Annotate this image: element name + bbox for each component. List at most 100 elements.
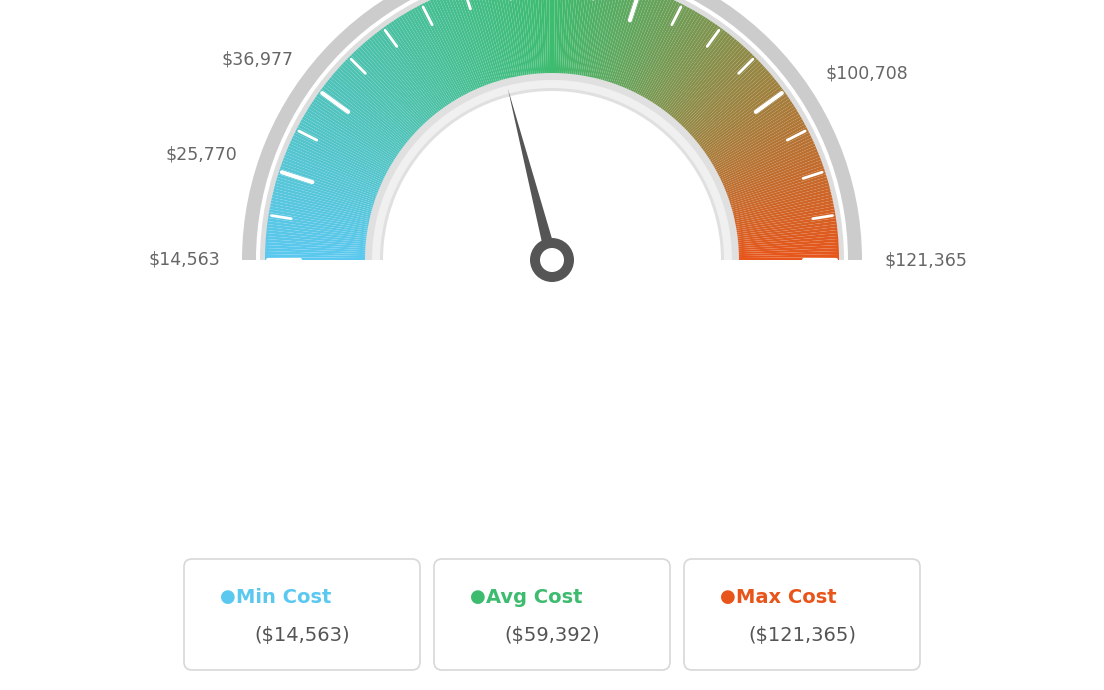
Wedge shape <box>396 14 455 104</box>
Wedge shape <box>660 26 725 112</box>
Wedge shape <box>360 41 432 121</box>
Wedge shape <box>272 185 373 214</box>
Wedge shape <box>554 0 559 75</box>
Wedge shape <box>705 97 794 157</box>
Wedge shape <box>314 92 401 155</box>
Wedge shape <box>299 115 392 169</box>
Wedge shape <box>702 90 788 152</box>
Wedge shape <box>302 110 394 166</box>
Wedge shape <box>572 0 585 76</box>
Text: Min Cost: Min Cost <box>236 588 331 607</box>
Wedge shape <box>262 251 368 256</box>
Wedge shape <box>549 0 552 75</box>
Wedge shape <box>465 0 499 83</box>
Wedge shape <box>264 227 369 241</box>
Wedge shape <box>264 224 369 239</box>
Wedge shape <box>704 95 792 156</box>
Text: Avg Cost: Avg Cost <box>486 588 583 607</box>
Wedge shape <box>287 139 384 185</box>
Wedge shape <box>445 0 486 88</box>
Wedge shape <box>510 0 527 77</box>
Wedge shape <box>362 39 433 120</box>
Wedge shape <box>552 0 555 75</box>
Wedge shape <box>392 17 452 106</box>
Wedge shape <box>567 0 580 76</box>
Wedge shape <box>262 257 367 260</box>
Wedge shape <box>728 168 828 203</box>
Wedge shape <box>310 97 399 157</box>
Wedge shape <box>599 0 630 82</box>
Wedge shape <box>737 254 842 258</box>
Wedge shape <box>376 27 442 112</box>
Wedge shape <box>562 0 570 75</box>
Wedge shape <box>733 197 836 221</box>
Wedge shape <box>423 0 471 95</box>
Wedge shape <box>263 230 368 243</box>
Wedge shape <box>288 137 384 183</box>
Wedge shape <box>491 0 516 79</box>
Wedge shape <box>659 23 722 110</box>
Wedge shape <box>670 37 740 119</box>
Wedge shape <box>417 1 468 96</box>
Wedge shape <box>355 44 428 124</box>
Wedge shape <box>316 90 402 152</box>
Wedge shape <box>463 0 497 84</box>
Wedge shape <box>482 0 510 80</box>
Wedge shape <box>620 0 661 89</box>
Wedge shape <box>736 245 841 253</box>
Wedge shape <box>503 0 523 77</box>
Wedge shape <box>268 199 371 224</box>
Wedge shape <box>402 10 458 101</box>
Wedge shape <box>407 8 461 100</box>
Wedge shape <box>421 0 469 95</box>
Wedge shape <box>471 0 502 82</box>
Wedge shape <box>349 50 424 128</box>
Wedge shape <box>736 236 841 246</box>
Text: $25,770: $25,770 <box>166 145 237 163</box>
Wedge shape <box>307 102 396 161</box>
Wedge shape <box>495 0 518 79</box>
Wedge shape <box>337 63 416 136</box>
Wedge shape <box>269 191 372 218</box>
Wedge shape <box>358 43 429 123</box>
Wedge shape <box>581 0 601 77</box>
Polygon shape <box>508 88 558 282</box>
Wedge shape <box>564 0 573 75</box>
Wedge shape <box>688 63 767 136</box>
Wedge shape <box>697 80 782 146</box>
Wedge shape <box>605 0 639 83</box>
Wedge shape <box>325 77 408 145</box>
Wedge shape <box>716 128 811 178</box>
Wedge shape <box>692 70 774 141</box>
Circle shape <box>530 238 574 282</box>
Wedge shape <box>273 179 374 210</box>
Wedge shape <box>680 50 755 128</box>
Wedge shape <box>655 19 715 107</box>
Wedge shape <box>426 0 474 93</box>
Wedge shape <box>263 236 368 246</box>
Wedge shape <box>498 0 519 78</box>
Wedge shape <box>486 0 511 80</box>
Wedge shape <box>242 0 862 260</box>
Wedge shape <box>558 0 564 75</box>
Wedge shape <box>351 48 425 126</box>
Wedge shape <box>410 6 463 99</box>
Wedge shape <box>265 215 369 233</box>
Wedge shape <box>428 0 475 92</box>
Wedge shape <box>639 4 692 98</box>
Text: ●: ● <box>720 589 735 607</box>
Wedge shape <box>365 73 739 260</box>
Wedge shape <box>630 0 678 93</box>
Wedge shape <box>434 0 478 91</box>
Wedge shape <box>635 0 683 95</box>
Wedge shape <box>687 61 765 135</box>
Wedge shape <box>736 233 841 244</box>
Wedge shape <box>646 10 702 101</box>
Wedge shape <box>372 80 732 260</box>
Wedge shape <box>735 224 840 239</box>
Wedge shape <box>370 32 437 116</box>
Wedge shape <box>733 199 836 224</box>
Wedge shape <box>353 46 427 125</box>
Wedge shape <box>372 31 438 115</box>
Wedge shape <box>524 0 537 76</box>
